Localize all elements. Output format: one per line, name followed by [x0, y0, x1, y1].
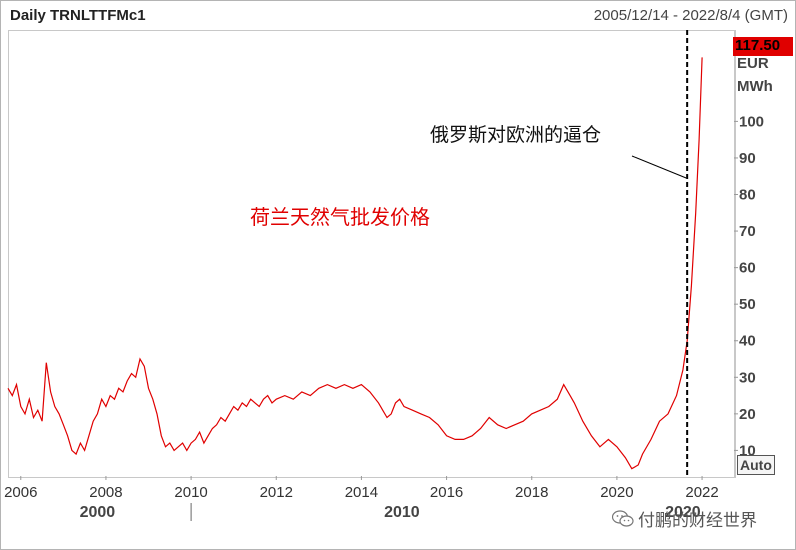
plot-area[interactable]	[8, 30, 736, 478]
price-axis-line	[734, 30, 735, 478]
x-tick-label: 2010	[174, 484, 207, 501]
unit-label: MWh	[737, 78, 773, 95]
chart-header: Daily TRNLTTFMc1 2005/12/14 - 2022/8/4 (…	[0, 0, 796, 30]
event-annotation: 俄罗斯对欧洲的逼仓	[430, 125, 602, 146]
x-tick-label: 2008	[89, 484, 122, 501]
wechat-icon	[612, 509, 634, 527]
y-tick-label: 20	[739, 406, 756, 423]
instrument-title: Daily TRNLTTFMc1	[10, 7, 146, 24]
last-price-value: 117.50	[735, 37, 781, 54]
x-tick-label: 2006	[4, 484, 37, 501]
annotation-markers	[631, 30, 689, 476]
decade-label: 2000	[80, 504, 116, 521]
date-range: 2005/12/14 - 2022/8/4 (GMT)	[593, 7, 788, 24]
decade-labels: 2000 2010 2020	[80, 503, 701, 521]
y-tick-label: 90	[739, 150, 756, 167]
series-line	[7, 57, 703, 470]
y-tick-label: 30	[739, 369, 756, 386]
series-annotation: 荷兰天然气批发价格	[250, 207, 430, 229]
y-tick-label: 80	[739, 187, 756, 204]
x-axis-labels: 2006 2008 2010 2012 2014 2016 2018 2020 2022	[4, 476, 719, 501]
annotation-leader-line	[631, 155, 687, 179]
x-tick-label: 2014	[345, 484, 378, 501]
y-tick-label: 70	[739, 223, 756, 240]
watermark-text: 付鹏的财经世界	[638, 511, 757, 530]
currency-label: EUR	[737, 55, 769, 72]
x-tick-label: 2018	[515, 484, 548, 501]
x-tick-label: 2022	[685, 484, 718, 501]
last-price-box	[733, 37, 793, 56]
x-tick-label: 2016	[430, 484, 463, 501]
series-line-group	[7, 57, 703, 470]
decade-label: 2020	[665, 504, 701, 521]
x-tick-label: 2020	[600, 484, 633, 501]
y-tick-label: 60	[739, 260, 756, 277]
y-tick-label: 40	[739, 333, 756, 350]
x-tick-label: 2012	[260, 484, 293, 501]
y-tick-label: 100	[739, 113, 764, 130]
watermark: 付鹏的财经世界	[612, 506, 757, 531]
y-tick-label: 50	[739, 296, 756, 313]
decade-label: 2010	[384, 504, 420, 521]
auto-scale-button[interactable]: Auto	[737, 455, 775, 475]
